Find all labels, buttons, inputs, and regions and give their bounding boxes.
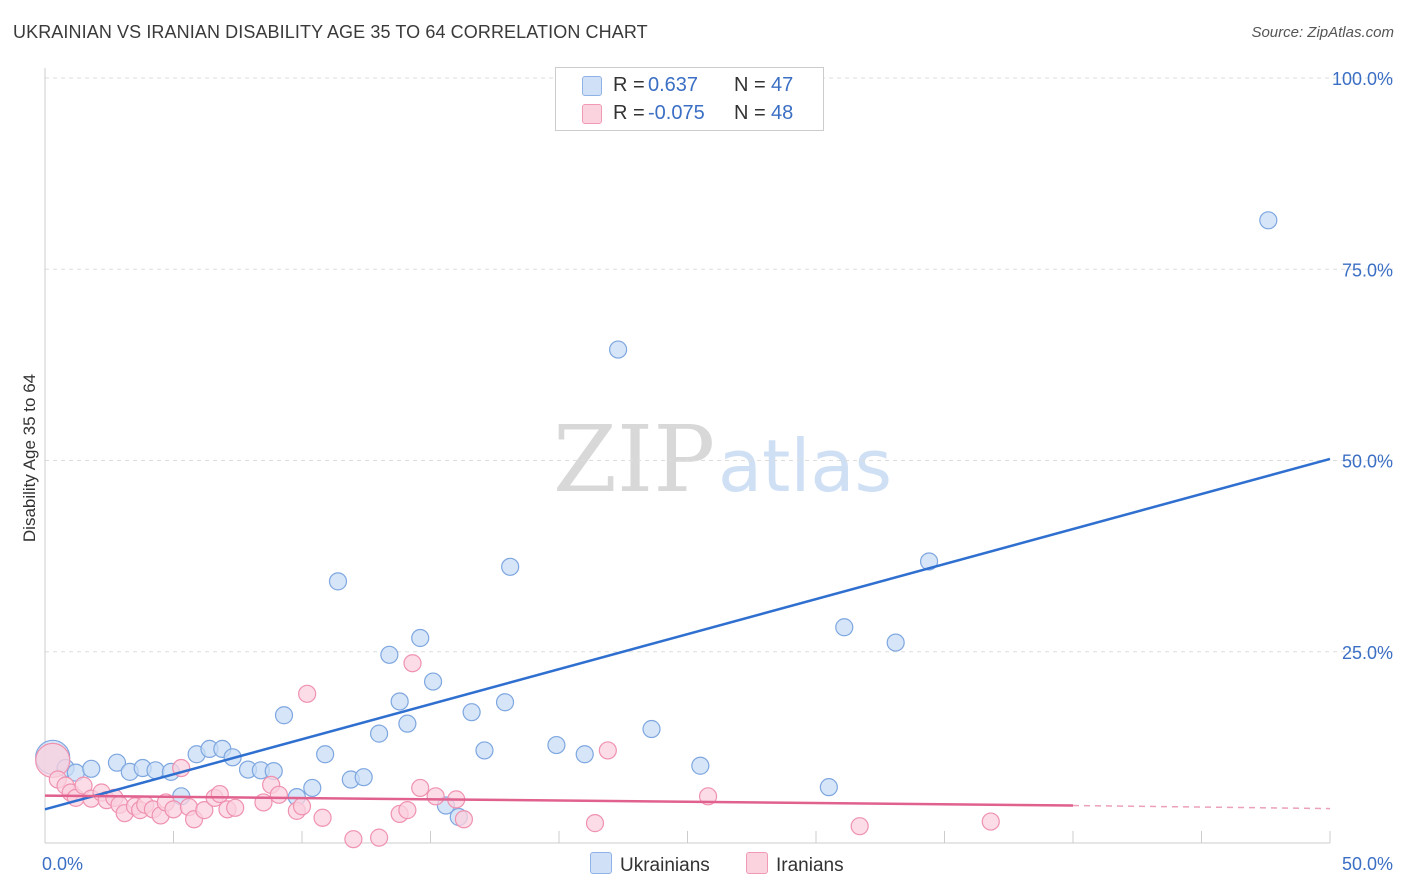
bottom-legend-label-iranians: Iranians — [776, 855, 844, 876]
ukrainian-point — [501, 557, 520, 576]
ukrainian-point — [609, 340, 628, 359]
watermark-atlas: atlas — [718, 424, 892, 508]
iranian-point — [411, 778, 430, 798]
x-tick-label: 50.0% — [1342, 854, 1393, 874]
chart-title: UKRAINIAN VS IRANIAN DISABILITY AGE 35 T… — [13, 22, 648, 42]
iranian-point — [370, 828, 389, 847]
iranian-point — [698, 787, 718, 806]
iranian-point — [398, 801, 417, 820]
ukrainian-point — [919, 552, 939, 571]
iranian-point — [313, 808, 332, 827]
iranian-trend-extension — [1072, 804, 1331, 810]
iranian-point — [981, 812, 1000, 831]
ukrainian-point — [691, 756, 710, 775]
y-tick-label: 75.0% — [1342, 260, 1393, 280]
iranian-point — [298, 684, 317, 703]
iranian-point — [454, 810, 474, 829]
ukrainian-point — [547, 735, 566, 755]
iranian-point — [269, 785, 288, 804]
source-label: Source: ZipAtlas.com — [1251, 24, 1394, 41]
legend-r-label: R = — [613, 102, 645, 124]
iranian-point — [585, 814, 605, 833]
iranian-point — [292, 797, 312, 816]
y-axis-label: Disability Age 35 to 64 — [20, 374, 39, 542]
iranian-point — [210, 784, 229, 804]
legend-r-label: R = — [613, 74, 645, 96]
bottom-legend-label-ukrainians: Ukrainians — [620, 855, 710, 876]
bottom-legend-iranians: Iranians — [746, 852, 844, 877]
legend-row-ukrainians: R = 0.637 N = 47 — [556, 73, 823, 99]
legend-n-value: 47 — [771, 74, 794, 96]
ukrainian-point — [398, 714, 417, 733]
ukrainian-point — [354, 768, 373, 787]
iranian-point — [226, 798, 245, 817]
ukrainian-point — [642, 719, 661, 739]
y-tick-label: 50.0% — [1342, 452, 1393, 472]
ukrainian-point — [886, 633, 905, 652]
iranian-point — [344, 830, 363, 849]
ukrainian-point — [495, 693, 515, 712]
ukrainian-trend-line — [44, 457, 1331, 811]
bottom-legend-ukrainians: Ukrainians — [590, 852, 710, 877]
ukrainian-point — [274, 706, 294, 725]
iranian-point — [850, 817, 869, 836]
ukrainian-point — [475, 741, 494, 760]
ukrainian-point — [316, 745, 335, 764]
ukrainian-point — [390, 692, 409, 711]
ukrainian-point — [107, 753, 127, 772]
bottom-legend-swatch-ukrainians — [590, 852, 612, 874]
iranian-point — [195, 801, 214, 820]
ukrainian-point — [303, 778, 322, 798]
ukrainian-point — [819, 778, 838, 797]
iranian-point — [164, 800, 183, 819]
ukrainian-point — [462, 703, 481, 722]
iranian-point — [426, 787, 445, 806]
legend-n-label: N = — [734, 102, 766, 124]
ukrainian-point — [380, 645, 399, 664]
x-tick-label: 0.0% — [42, 854, 83, 874]
bottom-legend-swatch-iranians — [746, 852, 768, 874]
ukrainian-point — [1259, 211, 1278, 230]
legend-row-iranians: R = -0.075 N = 48 — [556, 101, 823, 127]
iranian-point — [598, 741, 617, 760]
ukrainian-point — [146, 761, 165, 780]
y-tick-label: 100.0% — [1332, 69, 1393, 89]
ukrainian-point — [835, 618, 854, 637]
ukrainian-point — [575, 745, 594, 764]
ukrainian-point — [82, 759, 101, 778]
ukrainian-point — [370, 724, 389, 743]
ukrainian-point — [411, 628, 430, 648]
legend-swatch-ukrainians — [582, 76, 602, 96]
y-tick-label: 25.0% — [1342, 643, 1393, 663]
ukrainian-point — [328, 572, 348, 591]
correlation-legend: R = 0.637 N = 47 R = -0.075 N = 48 — [555, 67, 824, 131]
iranian-point — [403, 654, 422, 673]
legend-swatch-iranians — [582, 104, 602, 124]
watermark-zip: ZIP — [553, 406, 715, 513]
legend-r-value: 0.637 — [648, 74, 699, 96]
ukrainian-point — [423, 672, 443, 691]
legend-n-value: 48 — [771, 102, 794, 124]
legend-n-label: N = — [734, 74, 766, 96]
legend-r-value: -0.075 — [648, 102, 705, 124]
iranian-trend-line — [44, 794, 1074, 807]
